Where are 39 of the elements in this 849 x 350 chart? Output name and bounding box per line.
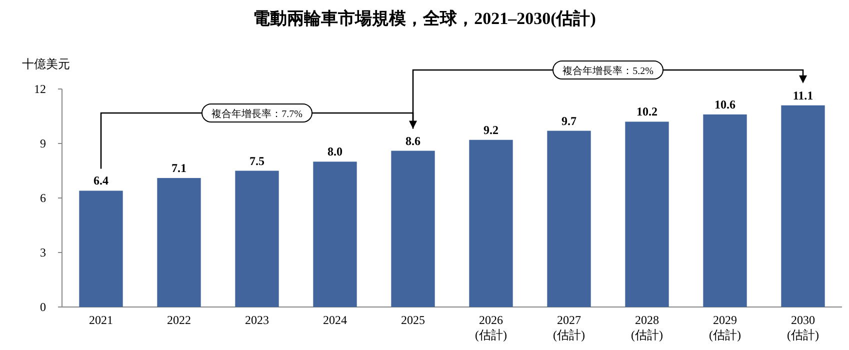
bar <box>469 140 513 307</box>
data-label: 10.6 <box>714 97 736 112</box>
y-tick-label: 0 <box>40 300 46 314</box>
y-tick-label: 9 <box>40 136 46 150</box>
bar <box>313 162 357 307</box>
x-tick-label: 2023 <box>245 313 269 327</box>
chart-title: 電動兩輪車市場規模，全球，2021–2030(估計) <box>253 9 596 28</box>
bar <box>781 105 825 307</box>
annotation: 複合年增長率：7.7% <box>212 108 302 120</box>
text: 複合年增長率：5.2% <box>562 65 654 77</box>
bar <box>157 178 201 307</box>
y-tick-label: 3 <box>40 246 46 260</box>
bar <box>79 190 123 307</box>
y-tick-label: 12 <box>34 82 46 96</box>
data-label: 9.2 <box>484 122 498 137</box>
x-tick-label: 2030 (估計) <box>787 313 819 342</box>
data-label: 9.7 <box>562 114 576 128</box>
x-tick-label: 2022 <box>167 313 191 327</box>
bar <box>391 150 435 307</box>
x-tick-label: 2028 (估計) <box>631 313 663 342</box>
bar <box>547 130 591 307</box>
data-label: 6.4 <box>94 174 108 188</box>
x-tick-label: 2026 (估計) <box>475 313 507 342</box>
data-label: 10.2 <box>636 104 658 119</box>
bar <box>235 170 279 307</box>
y-tick-label: 6 <box>40 191 46 205</box>
data-label: 8.6 <box>406 134 420 148</box>
bar <box>625 122 669 307</box>
x-tick-label: 2029 (估計) <box>709 313 741 342</box>
y-axis-title: 十億美元 <box>22 57 70 71</box>
data-label: 7.1 <box>172 161 186 176</box>
x-tick-label: 2021 <box>89 313 113 327</box>
data-label: 8.0 <box>328 144 342 159</box>
bar <box>703 114 747 307</box>
x-tick-label: 2027 (估計) <box>553 313 585 342</box>
data-label: 11.1 <box>792 88 814 102</box>
x-tick-label: 2025 <box>401 313 425 327</box>
x-tick-label: 2024 <box>323 313 347 327</box>
data-label: 7.5 <box>250 154 264 168</box>
